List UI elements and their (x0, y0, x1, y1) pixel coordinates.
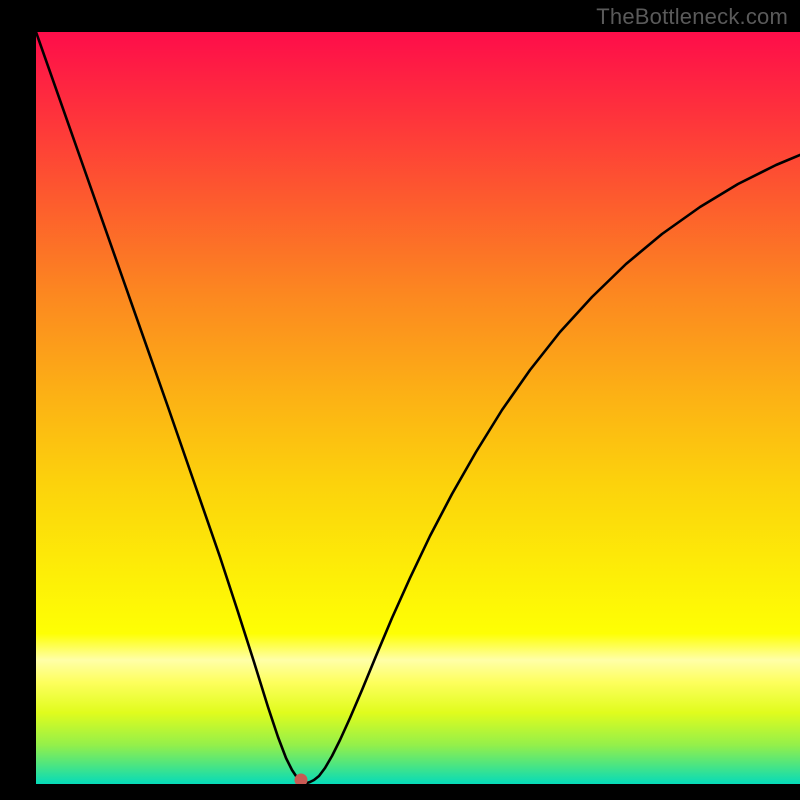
attribution-text: TheBottleneck.com (596, 4, 788, 30)
bottleneck-curve (36, 32, 800, 784)
minimum-marker (295, 774, 308, 785)
plot-frame (0, 0, 800, 800)
plot-area (36, 32, 800, 784)
curve-path (36, 32, 800, 783)
